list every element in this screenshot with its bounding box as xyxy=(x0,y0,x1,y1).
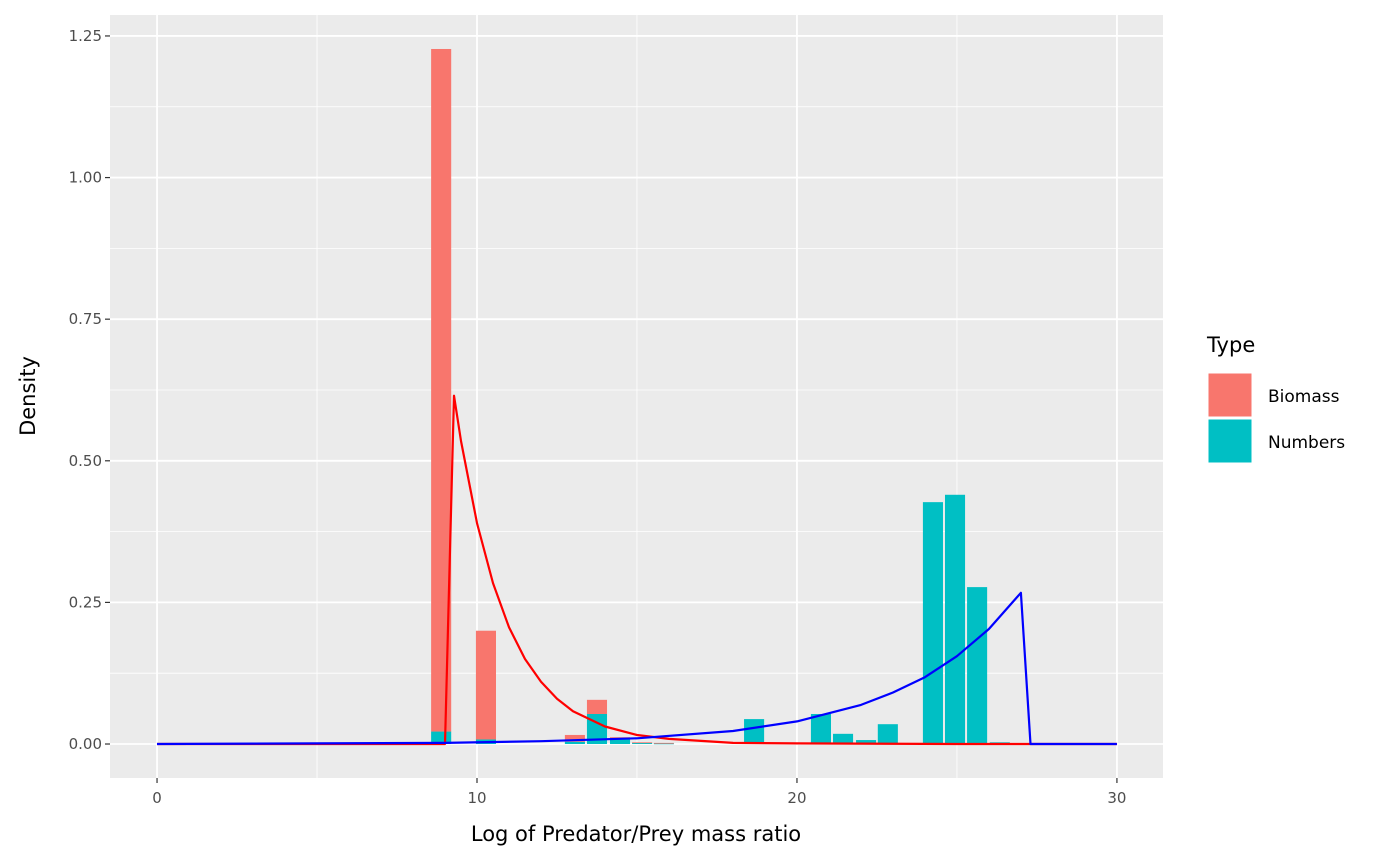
x-axis-title: Log of Predator/Prey mass ratio xyxy=(471,822,801,846)
y-tick-label: 0.00 xyxy=(69,735,102,753)
bar-numbers xyxy=(944,494,966,745)
y-tick-label: 0.75 xyxy=(69,310,102,328)
density-lines xyxy=(156,394,1117,746)
bars xyxy=(431,48,1010,745)
line-biomass xyxy=(157,394,1117,746)
bar-biomass xyxy=(586,699,608,714)
legend-label-biomass: Biomass xyxy=(1268,387,1340,407)
bar-numbers xyxy=(922,502,943,745)
legend-title: Type xyxy=(1206,333,1255,357)
x-tick-label: 20 xyxy=(787,789,806,807)
line-numbers xyxy=(156,591,1117,746)
legend: Type Biomass Numbers xyxy=(1206,333,1345,464)
legend-key-numbers xyxy=(1207,418,1253,464)
bar-numbers xyxy=(810,713,831,745)
bar-numbers xyxy=(632,742,653,745)
x-tick-label: 30 xyxy=(1107,789,1126,807)
bar-numbers xyxy=(586,713,608,745)
y-axis-title: Density xyxy=(16,356,40,436)
plot-panel xyxy=(110,15,1163,778)
bar-biomass xyxy=(632,742,653,744)
bar-biomass xyxy=(564,734,585,742)
legend-key-biomass xyxy=(1207,372,1253,418)
y-tick-label: 0.50 xyxy=(69,452,102,470)
x-tick-label: 10 xyxy=(467,789,486,807)
bar-numbers xyxy=(967,587,988,745)
legend-label-numbers: Numbers xyxy=(1268,433,1345,453)
y-tick-label: 0.25 xyxy=(69,593,102,611)
bar-numbers xyxy=(653,743,674,745)
axes: 0 10 20 30 0.00 0.25 0.50 0.75 1.00 1.25 xyxy=(69,27,1127,807)
bar-numbers xyxy=(856,740,877,745)
y-tick-label: 1.00 xyxy=(69,169,102,187)
bar-numbers xyxy=(564,741,585,745)
bar-numbers xyxy=(832,733,854,745)
bar-biomass xyxy=(475,630,496,740)
bar-numbers xyxy=(877,724,898,745)
y-tick-label: 1.25 xyxy=(69,27,102,45)
bar-biomass xyxy=(431,48,452,732)
bar-numbers xyxy=(744,719,765,745)
x-tick-label: 0 xyxy=(152,789,162,807)
bar-biomass xyxy=(653,742,674,744)
bar-numbers xyxy=(609,738,631,745)
